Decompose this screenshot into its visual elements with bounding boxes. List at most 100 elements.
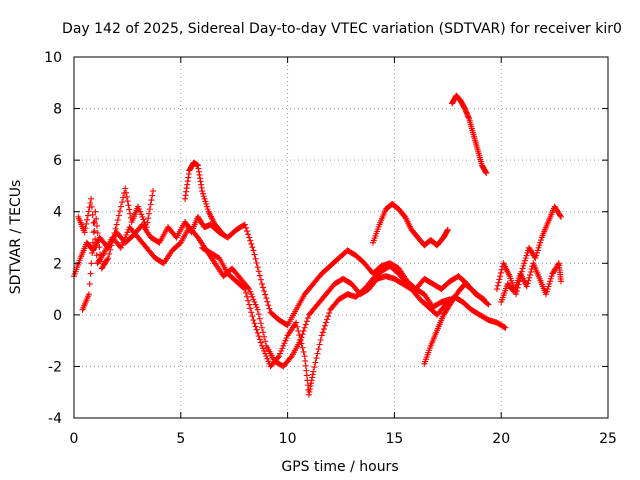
data-point	[201, 195, 208, 202]
data-point	[124, 229, 131, 236]
data-point	[141, 219, 148, 226]
data-point	[497, 273, 504, 280]
data-point	[109, 238, 116, 245]
data-point	[315, 346, 322, 353]
data-point	[145, 215, 152, 222]
data-point	[535, 244, 542, 251]
data-point	[126, 206, 133, 213]
data-point	[264, 298, 271, 305]
data-point	[277, 350, 284, 357]
data-point	[523, 252, 530, 259]
data-point	[533, 252, 540, 259]
data-point	[484, 300, 491, 307]
data-point	[295, 327, 302, 334]
data-point	[316, 341, 323, 348]
data-point	[97, 251, 104, 258]
data-point	[318, 332, 325, 339]
data-point	[523, 283, 530, 290]
data-point	[146, 206, 153, 213]
data-point	[120, 194, 127, 201]
data-point	[147, 201, 154, 208]
data-point	[320, 326, 327, 333]
data-point	[485, 301, 492, 308]
data-point	[555, 261, 562, 268]
data-point	[125, 202, 132, 209]
data-point	[146, 210, 153, 217]
data-point	[240, 285, 247, 292]
y-tick-label: 8	[53, 102, 62, 118]
data-point	[262, 350, 269, 357]
data-point	[547, 275, 554, 282]
data-point	[242, 224, 249, 231]
data-point	[274, 354, 281, 361]
data-point	[254, 264, 261, 271]
data-point	[83, 220, 90, 227]
data-point	[262, 338, 269, 345]
data-point	[313, 355, 320, 362]
data-point	[256, 272, 263, 279]
y-axis-label: SDTVAR / TECUs	[8, 180, 24, 295]
data-point	[135, 203, 142, 210]
data-point	[558, 278, 565, 285]
data-point	[112, 225, 119, 232]
data-point	[281, 340, 288, 347]
data-point	[246, 301, 253, 308]
data-point	[249, 244, 256, 251]
series-track-8	[79, 185, 157, 313]
data-point	[122, 185, 129, 192]
data-point	[326, 309, 333, 316]
data-point	[260, 329, 267, 336]
data-point	[302, 321, 309, 328]
data-point	[108, 242, 115, 249]
x-axis-label: GPS time / hours	[281, 459, 398, 475]
data-point	[93, 215, 100, 222]
data-point	[241, 221, 248, 228]
data-point	[521, 260, 528, 267]
x-axis: 0 5 10 15 20 25	[70, 57, 617, 447]
data-point	[123, 231, 130, 238]
data-point	[253, 304, 260, 311]
data-point	[543, 288, 550, 295]
data-point	[252, 323, 259, 330]
data-point	[137, 208, 144, 215]
data-point	[136, 206, 143, 213]
data-point	[256, 315, 263, 322]
data-point	[314, 350, 321, 357]
data-point	[262, 291, 269, 298]
data-point	[545, 283, 552, 290]
data-point	[123, 193, 130, 200]
data-point	[117, 244, 124, 251]
data-point	[249, 313, 256, 320]
data-point	[251, 251, 258, 258]
data-point	[260, 284, 267, 291]
y-tick-label: 6	[53, 153, 62, 169]
data-point	[278, 347, 285, 354]
data-point	[94, 229, 101, 236]
data-point	[97, 258, 104, 265]
data-point	[496, 276, 503, 283]
data-point	[261, 288, 268, 295]
data-point	[493, 286, 500, 293]
data-point	[311, 364, 318, 371]
data-point	[557, 212, 564, 219]
data-point	[143, 224, 150, 231]
data-point	[300, 348, 307, 355]
data-point	[250, 296, 257, 303]
data-point	[114, 217, 121, 224]
data-point	[248, 291, 255, 298]
data-point	[92, 208, 99, 215]
series-track-1	[71, 213, 488, 329]
data-point	[310, 368, 317, 375]
data-point	[283, 335, 290, 342]
data-point	[81, 229, 88, 236]
data-point	[263, 295, 270, 302]
data-point	[127, 210, 134, 217]
data-point	[303, 318, 310, 325]
data-point	[85, 291, 92, 298]
data-point	[93, 252, 100, 259]
data-point	[252, 255, 259, 262]
data-point	[543, 291, 550, 298]
data-point	[258, 342, 265, 349]
